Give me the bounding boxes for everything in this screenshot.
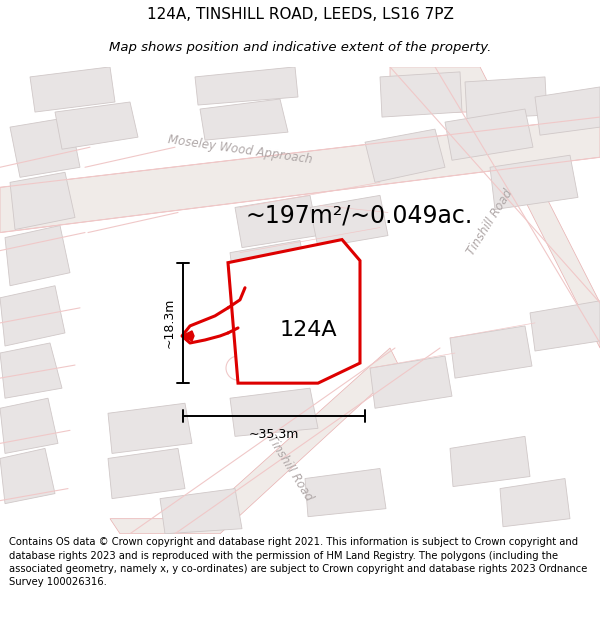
Polygon shape [0,448,55,504]
Polygon shape [450,326,532,378]
Polygon shape [200,99,288,140]
Polygon shape [500,479,570,527]
Polygon shape [30,67,115,112]
Polygon shape [530,301,600,351]
Polygon shape [0,398,58,453]
Polygon shape [465,77,547,119]
Polygon shape [445,109,533,160]
Polygon shape [230,388,318,436]
Polygon shape [55,102,138,149]
Polygon shape [195,67,298,105]
Polygon shape [370,356,452,408]
Polygon shape [490,155,578,209]
Polygon shape [160,489,242,534]
Text: ~197m²/~0.049ac.: ~197m²/~0.049ac. [245,204,472,228]
Polygon shape [182,331,194,341]
Polygon shape [450,436,530,486]
Polygon shape [5,226,70,286]
Text: Moseley Wood Approach: Moseley Wood Approach [167,132,313,166]
Polygon shape [230,241,308,292]
Polygon shape [305,469,386,517]
Polygon shape [0,343,62,398]
Polygon shape [235,196,318,248]
Polygon shape [108,448,185,499]
Text: Map shows position and indicative extent of the property.: Map shows position and indicative extent… [109,41,491,54]
Polygon shape [0,117,600,232]
Polygon shape [390,67,600,348]
Text: Contains OS data © Crown copyright and database right 2021. This information is : Contains OS data © Crown copyright and d… [9,538,587,587]
Text: ~35.3m: ~35.3m [249,428,299,441]
Polygon shape [0,286,65,346]
Text: 124A, TINSHILL ROAD, LEEDS, LS16 7PZ: 124A, TINSHILL ROAD, LEEDS, LS16 7PZ [146,7,454,22]
Polygon shape [228,239,360,383]
Text: Tinshill Road: Tinshill Road [464,188,515,258]
Polygon shape [110,348,400,534]
Polygon shape [108,403,192,453]
Polygon shape [310,196,388,248]
Polygon shape [535,87,600,135]
Text: 124A: 124A [279,320,337,340]
Polygon shape [10,117,80,178]
Polygon shape [365,129,445,182]
Text: ~18.3m: ~18.3m [163,298,176,348]
Polygon shape [380,72,462,117]
Text: Tinshill Road: Tinshill Road [265,433,316,504]
Polygon shape [10,173,75,229]
